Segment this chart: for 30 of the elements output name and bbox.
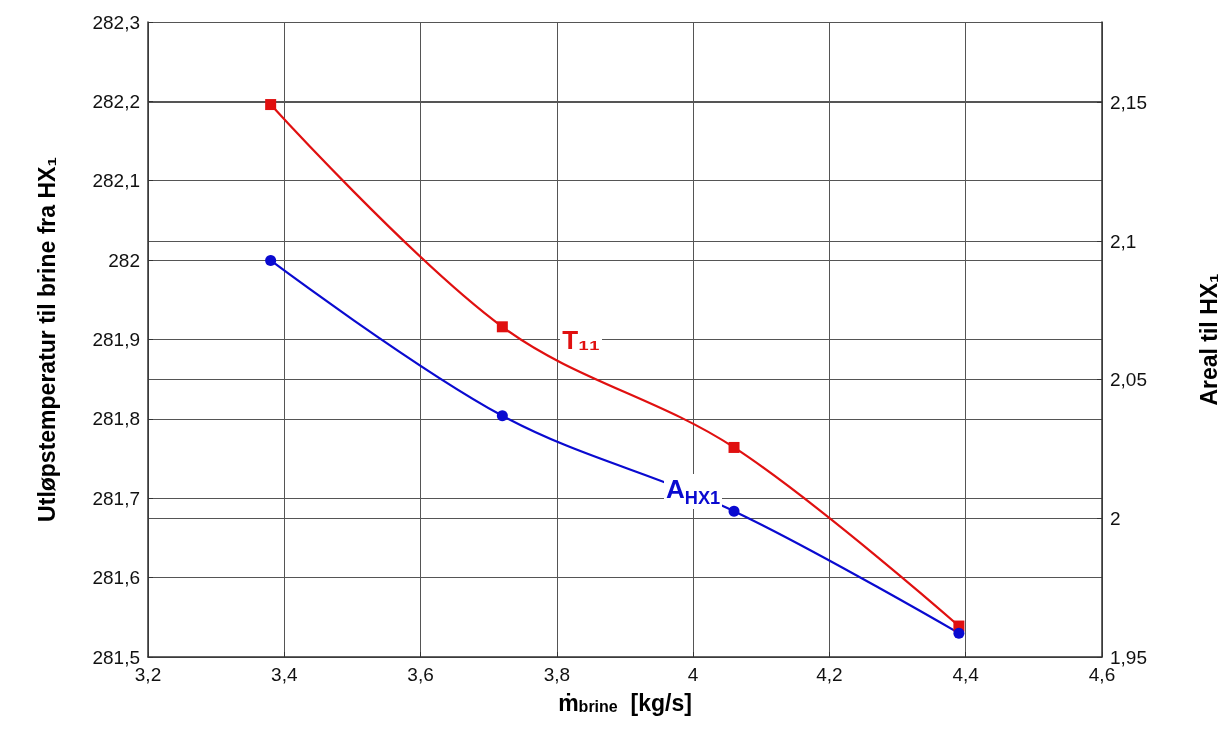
y-tick-label: 282	[108, 249, 140, 271]
point	[728, 505, 740, 517]
y-tick-label: 282,1	[92, 170, 140, 192]
x-tick-label: 4,4	[952, 664, 980, 685]
x-tick-label: 3,8	[543, 664, 571, 685]
y-tick-label: 281,7	[92, 487, 140, 509]
x-tick-label: 4	[687, 664, 699, 685]
y2-tick-label: 2,1	[1110, 230, 1137, 252]
point	[953, 627, 965, 639]
x-axis-title: ṁbrine [kg/s]	[558, 689, 692, 716]
y-tick-label: 282,2	[92, 90, 140, 112]
point	[265, 99, 277, 111]
y2-tick-label: 2,05	[1110, 369, 1147, 391]
y-tick-label: 281,9	[92, 329, 140, 350]
y2-axis-title: Areal til HX₁	[1195, 273, 1222, 406]
y-tick-label: 282,3	[92, 11, 140, 33]
x-tick-label: 3,6	[407, 664, 434, 685]
y-tick-label: 281,8	[92, 408, 140, 430]
point	[728, 441, 740, 453]
x-tick-label: 3,4	[271, 664, 298, 685]
y2-tick-label: 2	[1110, 507, 1121, 529]
x-tick-label: 4,2	[816, 664, 843, 685]
series-label: A$_{HX1}$	[664, 473, 723, 509]
point	[496, 410, 508, 422]
point	[265, 254, 277, 266]
y2-tick-label: 2,15	[1110, 91, 1147, 113]
series-label: T₁₁	[560, 325, 602, 357]
point	[496, 321, 508, 333]
y-tick-label: 281,6	[92, 567, 140, 589]
y-axis-title: Utløpstemperatur til brine fra HX₁	[33, 157, 60, 522]
